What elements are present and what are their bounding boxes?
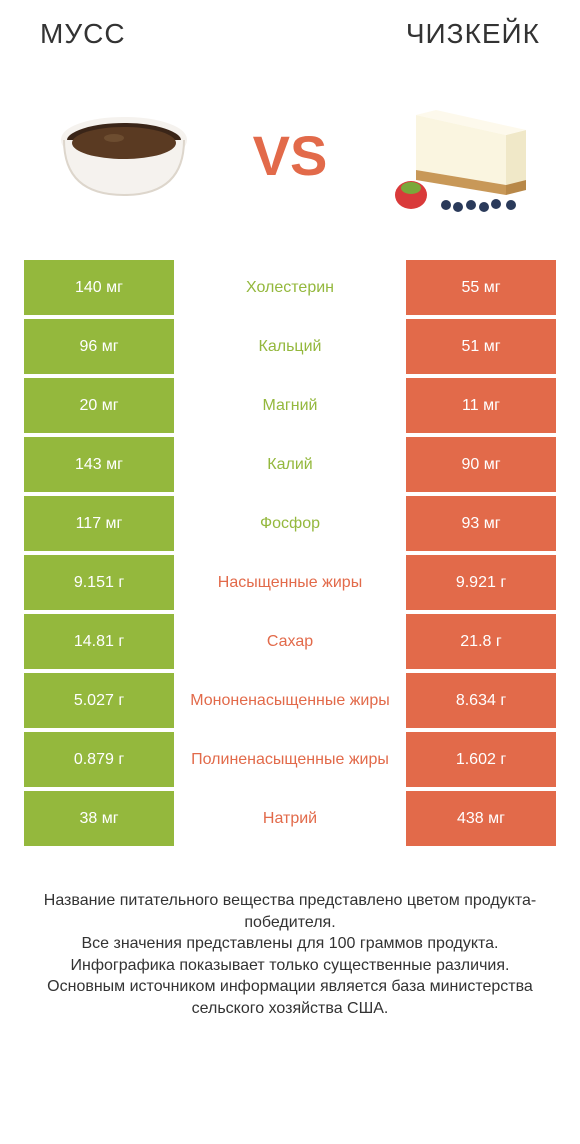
left-value: 9.151 г	[24, 555, 174, 610]
left-value: 20 мг	[24, 378, 174, 433]
right-value: 11 мг	[406, 378, 556, 433]
vs-label: VS	[253, 123, 328, 188]
nutrient-label: Магний	[174, 378, 406, 433]
right-value: 90 мг	[406, 437, 556, 492]
nutrient-row: 96 мгКальций51 мг	[24, 319, 556, 374]
footer-line: Название питательного вещества представл…	[30, 890, 550, 933]
footer-text: Название питательного вещества представл…	[0, 850, 580, 1040]
left-value: 14.81 г	[24, 614, 174, 669]
right-value: 1.602 г	[406, 732, 556, 787]
nutrient-row: 143 мгКалий90 мг	[24, 437, 556, 492]
left-value: 143 мг	[24, 437, 174, 492]
nutrient-row: 140 мгХолестерин55 мг	[24, 260, 556, 315]
left-value: 117 мг	[24, 496, 174, 551]
right-value: 9.921 г	[406, 555, 556, 610]
nutrient-label: Насыщенные жиры	[174, 555, 406, 610]
nutrient-label: Калий	[174, 437, 406, 492]
right-value: 8.634 г	[406, 673, 556, 728]
left-product-title: МУСС	[40, 18, 126, 50]
nutrient-label: Фосфор	[174, 496, 406, 551]
right-value: 51 мг	[406, 319, 556, 374]
mousse-image	[44, 85, 204, 225]
nutrient-label: Мононенасыщенные жиры	[174, 673, 406, 728]
right-value: 21.8 г	[406, 614, 556, 669]
nutrient-row: 20 мгМагний11 мг	[24, 378, 556, 433]
left-value: 38 мг	[24, 791, 174, 846]
left-value: 140 мг	[24, 260, 174, 315]
footer-line: Все значения представлены для 100 граммо…	[30, 933, 550, 955]
nutrient-row: 117 мгФосфор93 мг	[24, 496, 556, 551]
left-value: 5.027 г	[24, 673, 174, 728]
nutrient-label: Холестерин	[174, 260, 406, 315]
left-value: 96 мг	[24, 319, 174, 374]
right-value: 438 мг	[406, 791, 556, 846]
nutrient-row: 9.151 гНасыщенные жиры9.921 г	[24, 555, 556, 610]
images-row: VS	[0, 60, 580, 260]
nutrient-row: 38 мгНатрий438 мг	[24, 791, 556, 846]
nutrient-row: 14.81 гСахар21.8 г	[24, 614, 556, 669]
right-product-title: ЧИЗКЕЙК	[406, 18, 540, 50]
nutrient-label: Кальций	[174, 319, 406, 374]
nutrient-row: 5.027 гМононенасыщенные жиры8.634 г	[24, 673, 556, 728]
comparison-table: 140 мгХолестерин55 мг96 мгКальций51 мг20…	[0, 260, 580, 846]
nutrient-label: Полиненасыщенные жиры	[174, 732, 406, 787]
right-value: 55 мг	[406, 260, 556, 315]
right-value: 93 мг	[406, 496, 556, 551]
header-row: МУСС ЧИЗКЕЙК	[0, 0, 580, 60]
cheesecake-image	[376, 85, 536, 225]
nutrient-label: Натрий	[174, 791, 406, 846]
nutrient-row: 0.879 гПолиненасыщенные жиры1.602 г	[24, 732, 556, 787]
footer-line: Основным источником информации является …	[30, 976, 550, 1019]
left-value: 0.879 г	[24, 732, 174, 787]
footer-line: Инфографика показывает только существенн…	[30, 955, 550, 977]
nutrient-label: Сахар	[174, 614, 406, 669]
